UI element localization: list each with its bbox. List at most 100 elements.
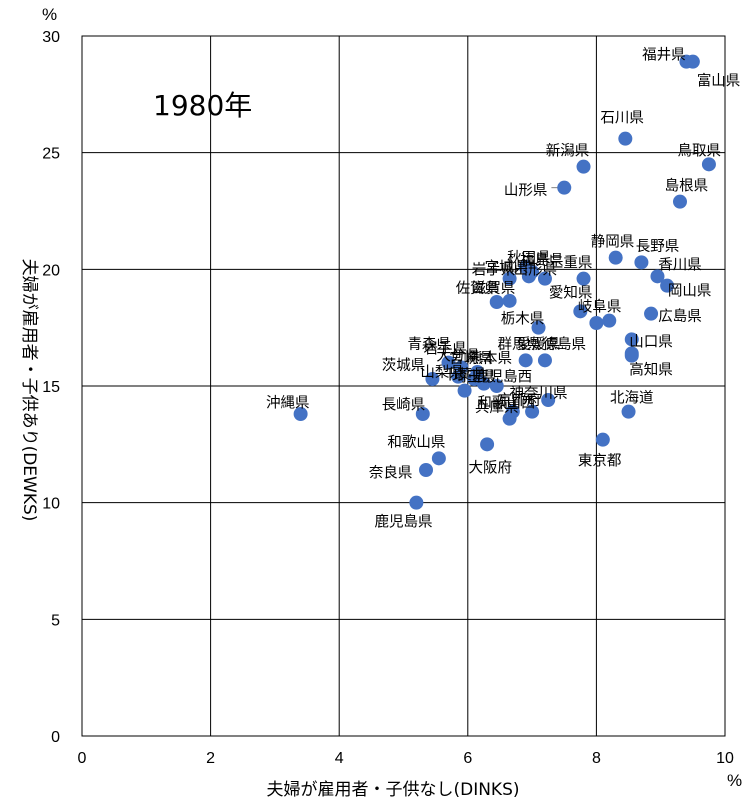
data-point-47 <box>431 451 446 466</box>
data-point-49 <box>409 495 424 510</box>
data-point-37 <box>457 383 472 398</box>
x-tick-label-3: 6 <box>463 750 472 767</box>
y-tick-label-1: 5 <box>51 612 60 629</box>
data-point-36 <box>489 379 504 393</box>
data-point-43 <box>415 407 430 421</box>
data-point-13 <box>502 271 517 286</box>
data-point-9 <box>650 269 665 284</box>
point-label-24: 徳島県 <box>543 336 587 353</box>
data-point-42 <box>621 404 636 419</box>
data-point-44 <box>293 407 308 421</box>
point-label-48: 奈良県 <box>369 464 413 481</box>
data-point-15 <box>537 271 552 286</box>
point-label-11: 秋田県 <box>507 250 551 267</box>
point-label-30: 大分県 <box>436 348 480 365</box>
x-tick-label-4: 8 <box>592 750 601 767</box>
plot-area-frame <box>81 35 726 737</box>
point-label-21: 広島県 <box>658 308 702 325</box>
data-point-46 <box>480 437 495 452</box>
data-point-3 <box>576 159 591 174</box>
data-point-7 <box>608 250 623 265</box>
x-axis-title: 夫婦が雇用者・子供なし(DINKS) <box>266 780 519 800</box>
data-point-14 <box>521 269 536 284</box>
point-label-43: 長崎県 <box>382 397 426 414</box>
point-label-32: 熊本県 <box>469 350 513 367</box>
point-label-6: 島根県 <box>665 177 709 194</box>
y-tick-label-4: 20 <box>42 262 60 279</box>
point-label-17: 愛知県 <box>549 285 593 302</box>
y-tick-label-3: 15 <box>42 379 60 396</box>
data-point-40 <box>525 404 540 419</box>
point-label-19: 滋賀県 <box>472 280 516 297</box>
y-tick-label-6: 30 <box>42 29 60 46</box>
point-label-38: 神奈川県 <box>510 385 568 402</box>
data-point-24 <box>624 332 639 347</box>
point-label-31: 宮崎県 <box>449 350 493 367</box>
data-point-5 <box>557 180 572 195</box>
x-tick-label-5: 10 <box>716 750 734 767</box>
x-tick-label-2: 4 <box>335 750 344 767</box>
y-tick-label-5: 25 <box>42 146 60 163</box>
point-label-40: 京都府 <box>497 392 541 409</box>
data-point-29 <box>441 355 456 370</box>
point-label-13: 宮城県 <box>485 259 529 276</box>
data-point-32 <box>425 372 440 386</box>
y-axis-unit: % <box>42 5 57 24</box>
point-label-3: 新潟県 <box>546 142 590 159</box>
data-point-21 <box>531 320 546 335</box>
point-label-9: 香川県 <box>658 257 702 274</box>
data-point-48 <box>419 463 434 477</box>
point-label-45: 東京都 <box>578 453 622 470</box>
point-label-23: 山口県 <box>629 334 673 351</box>
point-label-10: 岡山県 <box>668 282 712 299</box>
data-point-34 <box>476 376 491 391</box>
data-point-38 <box>541 393 556 407</box>
point-label-1: 富山県 <box>697 71 741 89</box>
point-label-4: 鳥取県 <box>678 142 722 159</box>
y-axis-title: 夫婦が雇用者・子供あり(DEWKS) <box>19 259 39 522</box>
point-label-39: 北海道 <box>610 390 654 407</box>
data-point-2 <box>618 131 633 146</box>
point-label-25: 高知県 <box>629 362 673 379</box>
data-point-8 <box>634 255 649 270</box>
data-point-23 <box>602 313 617 328</box>
data-point-26 <box>518 353 533 368</box>
point-label-14: 岩手県 <box>472 261 516 278</box>
data-point-16 <box>576 271 591 286</box>
data-point-27 <box>537 353 552 368</box>
y-axis-tick-labels: 0 5 10 15 20 25 30 <box>42 29 60 746</box>
data-point-19 <box>573 304 588 319</box>
data-point-18 <box>502 293 517 308</box>
point-label-12: 福島県 <box>520 252 564 269</box>
point-label-49: 鹿児島県 <box>375 513 433 530</box>
point-label-44: 沖縄県 <box>266 394 310 411</box>
point-label-7: 静岡県 <box>591 233 635 250</box>
data-point-6 <box>672 194 687 209</box>
point-label-0: 福井県 <box>642 47 686 64</box>
point-label-8: 長野県 <box>636 238 680 255</box>
point-label-47: 和歌山県 <box>387 434 445 451</box>
data-point-35 <box>451 369 466 384</box>
y-tick-label-0: 0 <box>51 729 60 746</box>
chart-annotation-year: 1980年 <box>153 89 252 122</box>
data-points <box>293 54 716 510</box>
data-point-45 <box>595 432 610 447</box>
data-point-41 <box>502 411 517 426</box>
point-label-36: 埼玉県 <box>452 369 496 386</box>
data-point-10 <box>660 278 675 293</box>
data-point-17 <box>489 295 504 309</box>
point-label-27: 愛媛県 <box>517 336 561 353</box>
data-point-4 <box>701 157 716 172</box>
x-tick-label-1: 2 <box>206 750 215 767</box>
point-label-29: 岩手県 <box>424 341 468 358</box>
point-label-41: 兵庫県 <box>475 399 519 416</box>
point-label-28: 青森県 <box>407 336 451 353</box>
point-label-2: 石川県 <box>600 111 644 127</box>
data-point-20 <box>644 306 659 321</box>
x-axis-unit: % <box>727 771 742 790</box>
point-label-15: 山形県 <box>514 261 558 278</box>
point-label-26: 群馬県 <box>497 336 541 353</box>
x-tick-label-0: 0 <box>78 750 87 767</box>
